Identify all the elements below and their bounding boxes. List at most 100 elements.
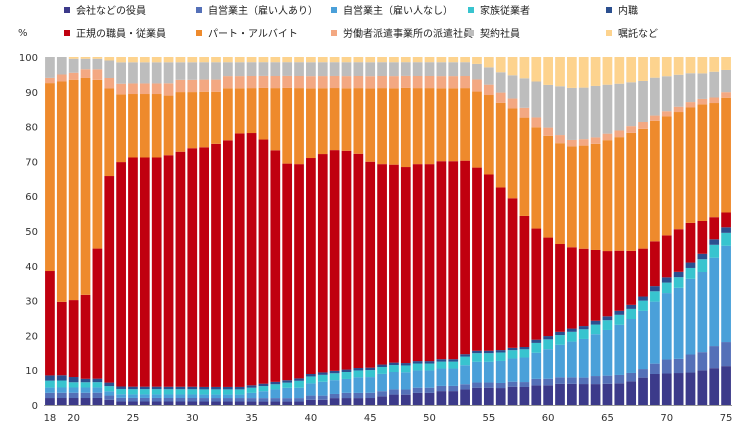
bar-segment — [151, 57, 162, 63]
bar-segment — [661, 116, 672, 236]
bar-segment — [270, 57, 281, 63]
bar-segment — [187, 389, 198, 395]
bar-segment — [199, 147, 209, 387]
bar-segment — [602, 84, 613, 134]
bar-segment — [234, 133, 245, 387]
bar-segment — [270, 389, 281, 399]
bar-segment — [472, 167, 482, 351]
bar-segment — [578, 326, 589, 330]
bar-segment — [543, 127, 553, 136]
bar-segment — [638, 377, 648, 405]
bar-segment — [365, 398, 376, 405]
legend-swatch — [606, 7, 612, 13]
bar-segment — [92, 382, 103, 388]
bar-segment — [187, 397, 198, 402]
bar-segment — [602, 316, 613, 321]
bar-segment — [721, 342, 731, 367]
bar-segment — [531, 228, 542, 340]
bar-segment — [104, 78, 115, 89]
bar-segment — [507, 75, 518, 99]
bar-segment — [223, 394, 233, 399]
bar-segment — [602, 57, 613, 85]
bar-segment — [377, 396, 387, 405]
bar-segment — [709, 368, 720, 405]
bar-segment — [602, 133, 613, 141]
bar-segment — [567, 139, 577, 147]
bar-segment — [306, 62, 316, 77]
bar-segment — [495, 57, 506, 73]
bar-segment — [353, 88, 364, 154]
legend-swatch — [606, 30, 612, 36]
bar-segment — [175, 386, 186, 390]
bar-segment — [92, 378, 103, 383]
bar-segment — [626, 372, 637, 382]
bar-segment — [519, 347, 530, 350]
bar-segment — [246, 88, 257, 134]
bar-segment — [128, 62, 138, 84]
bar-segment — [436, 76, 447, 89]
bar-segment — [306, 374, 316, 377]
bar-segment — [329, 57, 340, 63]
bar-segment — [519, 107, 530, 118]
bar-segment — [400, 167, 411, 364]
bar-segment — [341, 392, 352, 399]
bar-segment — [578, 145, 589, 249]
bar-segment — [211, 79, 221, 92]
x-tick-label: 20 — [67, 413, 80, 424]
bar-segment — [68, 79, 79, 301]
bar-segment — [282, 401, 293, 405]
bar-segment — [353, 62, 364, 76]
bar-segment — [92, 397, 103, 405]
bar-segment — [531, 385, 542, 405]
bar-segment — [353, 370, 364, 378]
bar-segment — [223, 62, 233, 77]
bar-segment — [306, 57, 316, 63]
bar-segment — [151, 83, 162, 95]
bar-segment — [389, 62, 399, 77]
bar-segment — [424, 387, 435, 393]
bar-segment — [709, 217, 720, 240]
bar-segment — [472, 63, 482, 80]
bar-segment — [341, 150, 352, 370]
bar-segment — [436, 62, 447, 77]
bar-segment — [341, 369, 352, 372]
bar-segment — [626, 82, 637, 127]
bar-segment — [68, 58, 79, 73]
bar-segment — [389, 88, 399, 165]
bar-segment — [317, 381, 328, 396]
bar-segment — [673, 373, 684, 405]
bar-segment — [531, 378, 542, 386]
bar-segment — [306, 383, 316, 396]
bar-segment — [187, 394, 198, 398]
bar-segment — [436, 57, 447, 63]
bar-segment — [697, 271, 708, 353]
bar-segment — [56, 380, 67, 388]
bar-segment — [163, 397, 174, 402]
bar-segment — [638, 296, 648, 301]
bar-segment — [234, 62, 245, 77]
bar-segment — [685, 102, 696, 108]
bar-segment — [294, 88, 304, 165]
bar-segment — [590, 384, 601, 405]
bar-segment — [448, 368, 459, 386]
bar-segment — [104, 382, 115, 387]
bar-segment — [282, 75, 293, 88]
bar-segment — [377, 391, 387, 397]
bar-segment — [448, 62, 459, 77]
bar-segment — [45, 83, 55, 272]
bar-segment — [377, 88, 387, 165]
bar-segment — [45, 398, 55, 405]
bar-segment — [341, 398, 352, 405]
bar-segment — [661, 359, 672, 374]
bar-segment — [650, 286, 660, 292]
bar-segment — [377, 76, 387, 89]
bar-segment — [602, 383, 613, 405]
bar-segment — [519, 117, 530, 216]
bar-segment — [602, 329, 613, 376]
legend-label: 家族従業者 — [480, 6, 530, 17]
bar-segment — [199, 79, 209, 92]
bar-segment — [424, 370, 435, 388]
x-tick-label: 50 — [423, 413, 436, 424]
bar-segment — [424, 88, 435, 165]
